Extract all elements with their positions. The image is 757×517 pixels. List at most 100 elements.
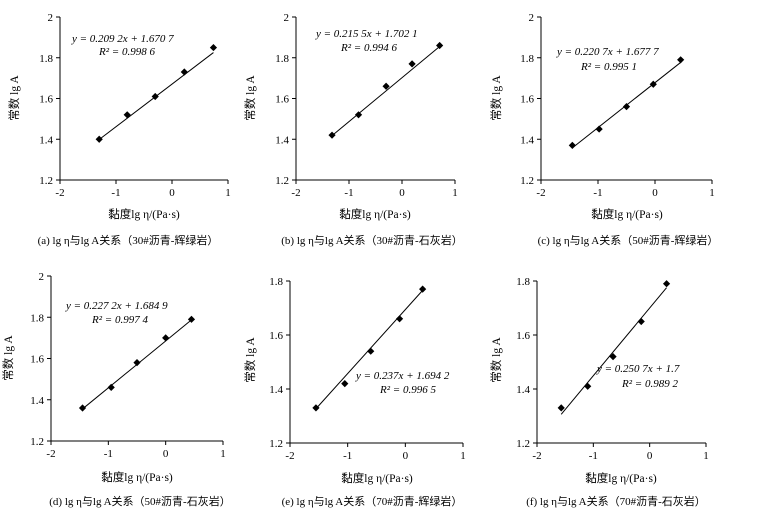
data-point bbox=[367, 347, 375, 355]
y-tick-label: 1.6 bbox=[516, 330, 530, 342]
x-tick-label: 0 bbox=[647, 450, 653, 462]
data-point bbox=[595, 125, 603, 133]
data-point bbox=[312, 404, 320, 412]
fit-equation: y = 0.215 5x + 1.702 1 bbox=[315, 28, 418, 40]
x-axis-label: 黏度lg η/(Pa·s) bbox=[108, 207, 180, 221]
data-point bbox=[209, 43, 218, 52]
fit-equation: y = 0.250 7x + 1.7 bbox=[596, 363, 680, 375]
panel-d: -2 -1 0 1 1.2 1.4 1.6 1.8 2 y = 0.227 2x + 1.684 … bbox=[1, 271, 231, 508]
r-squared: R² = 0.998 6 bbox=[98, 46, 155, 58]
x-tick-label: 1 bbox=[460, 450, 466, 462]
y-tick-label: 2 bbox=[39, 271, 45, 283]
x-tick-label: -1 bbox=[111, 187, 120, 199]
y-tick-label: 2 bbox=[529, 12, 535, 24]
data-point bbox=[162, 334, 170, 342]
data-point bbox=[133, 359, 141, 367]
x-tick-label: -2 bbox=[46, 448, 55, 460]
data-point bbox=[609, 353, 617, 361]
y-axis-label: 常数 lg A bbox=[243, 337, 257, 383]
y-tick-label: 1.4 bbox=[269, 384, 283, 396]
data-point bbox=[107, 383, 115, 391]
panel-c: -2 -1 0 1 1.2 1.4 1.6 1.8 2 y = 0.220 7x + 1.677 … bbox=[489, 12, 718, 247]
panel-caption: (d) lg η与lg A关系（50#沥青-石灰岩） bbox=[49, 494, 230, 508]
y-tick-label: 1.4 bbox=[520, 134, 534, 146]
y-tick-label: 1.4 bbox=[275, 134, 289, 146]
data-point bbox=[180, 68, 188, 76]
y-tick-label: 1.4 bbox=[30, 395, 44, 407]
fit-line bbox=[331, 46, 440, 137]
x-tick-label: -1 bbox=[589, 450, 598, 462]
x-axis-label: 黏度lg η/(Pa·s) bbox=[585, 471, 657, 485]
data-point bbox=[151, 92, 159, 101]
data-point bbox=[354, 111, 363, 119]
fit-line bbox=[560, 287, 667, 415]
y-tick-label: 1.8 bbox=[516, 276, 530, 288]
x-tick-label: -1 bbox=[593, 187, 602, 199]
y-tick-label: 2 bbox=[284, 12, 290, 24]
x-tick-label: 0 bbox=[652, 187, 658, 199]
data-point bbox=[341, 380, 349, 388]
panel-caption: (b) lg η与lg A关系（30#沥青-石灰岩） bbox=[281, 233, 462, 247]
panel-a: -2 -1 0 1 1.2 1.4 1.6 1.8 2 y = 0.209 2x + 1.670 … bbox=[7, 12, 231, 247]
y-tick-label: 1.2 bbox=[39, 175, 53, 187]
r-squared: R² = 0.989 2 bbox=[621, 378, 678, 390]
y-axis-label: 常数 lg A bbox=[1, 335, 15, 381]
data-point bbox=[637, 317, 645, 326]
r-squared: R² = 0.995 1 bbox=[580, 61, 637, 73]
r-squared: R² = 0.994 6 bbox=[340, 42, 397, 54]
y-axis-label: 常数 lg A bbox=[7, 75, 21, 121]
x-tick-label: -1 bbox=[104, 448, 113, 460]
y-tick-label: 1.8 bbox=[520, 53, 534, 65]
y-tick-label: 1.6 bbox=[520, 94, 534, 106]
panel-f: -2 -1 0 1 1.2 1.4 1.6 1.8 y = 0.250 7x + 1.7 R² =… bbox=[489, 276, 709, 508]
data-point bbox=[557, 404, 565, 412]
y-tick-label: 1.8 bbox=[269, 276, 283, 288]
y-tick-label: 2 bbox=[48, 12, 54, 24]
data-point bbox=[328, 131, 336, 139]
x-tick-label: -2 bbox=[55, 187, 64, 199]
y-tick-label: 1.2 bbox=[275, 175, 289, 187]
panel-caption: (a) lg η与lg A关系（30#沥青-辉绿岩） bbox=[38, 233, 219, 247]
y-axis-label: 常数 lg A bbox=[489, 75, 503, 121]
data-point bbox=[584, 382, 592, 390]
data-point bbox=[662, 280, 671, 288]
y-tick-label: 1.6 bbox=[269, 330, 283, 342]
x-tick-label: -2 bbox=[536, 187, 545, 199]
data-point bbox=[408, 60, 416, 68]
fit-equation: y = 0.237x + 1.694 2 bbox=[355, 370, 450, 382]
data-point bbox=[622, 103, 631, 111]
x-tick-label: 0 bbox=[169, 187, 175, 199]
y-tick-label: 1.6 bbox=[30, 354, 44, 366]
data-point bbox=[95, 135, 103, 143]
data-point bbox=[78, 404, 87, 412]
data-point bbox=[649, 80, 657, 88]
x-tick-label: 1 bbox=[703, 450, 709, 462]
panel-b: -2 -1 0 1 1.2 1.4 1.6 1.8 2 y = 0.215 5x + 1.702 … bbox=[243, 12, 463, 247]
fit-equation: y = 0.220 7x + 1.677 7 bbox=[556, 46, 659, 58]
panel-caption: (e) lg η与lg A关系（70#沥青-辉绿岩） bbox=[282, 494, 463, 508]
y-tick-label: 1.8 bbox=[30, 312, 44, 324]
x-axis-label: 黏度lg η/(Pa·s) bbox=[341, 471, 413, 485]
data-point bbox=[395, 315, 404, 323]
x-tick-label: 1 bbox=[225, 187, 231, 199]
data-point bbox=[419, 285, 427, 293]
y-axis-label: 常数 lg A bbox=[489, 337, 503, 383]
data-point bbox=[123, 111, 131, 119]
fit-equation: y = 0.209 2x + 1.670 7 bbox=[71, 33, 174, 45]
y-tick-label: 1.4 bbox=[516, 384, 530, 396]
y-tick-label: 1.2 bbox=[269, 438, 283, 450]
data-point bbox=[677, 56, 685, 64]
x-tick-label: 1 bbox=[709, 187, 715, 199]
r-squared: R² = 0.997 4 bbox=[91, 314, 148, 326]
y-tick-label: 1.8 bbox=[275, 53, 289, 65]
x-tick-label: 0 bbox=[163, 448, 169, 460]
data-point bbox=[568, 141, 576, 149]
y-tick-label: 1.4 bbox=[39, 134, 53, 146]
x-tick-label: -2 bbox=[285, 450, 294, 462]
y-tick-label: 1.2 bbox=[516, 438, 530, 450]
y-tick-label: 1.2 bbox=[30, 436, 44, 448]
panel-caption: (f) lg η与lg A关系（70#沥青-石灰岩） bbox=[526, 494, 706, 508]
x-tick-label: 1 bbox=[452, 187, 458, 199]
y-axis-label: 常数 lg A bbox=[243, 75, 257, 121]
